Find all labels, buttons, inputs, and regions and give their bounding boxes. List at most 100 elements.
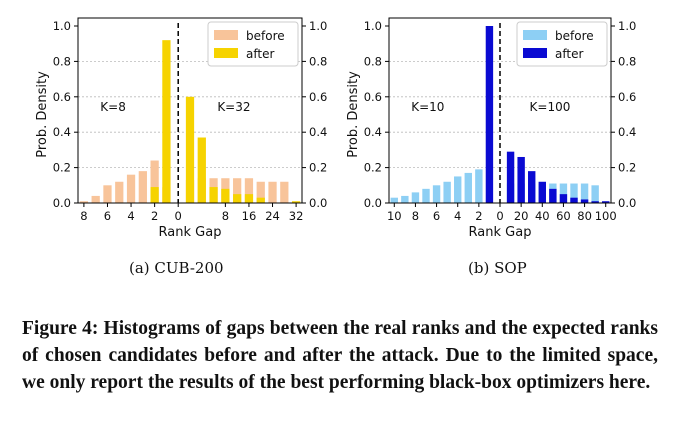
bar-after	[150, 187, 159, 203]
ytick-label-left: 0.4	[53, 125, 71, 139]
bar-before	[454, 176, 462, 203]
y-axis-label: Prob. Density	[35, 71, 50, 158]
bar-after	[291, 201, 301, 203]
ytick-label-right: 0.6	[618, 90, 636, 104]
bar-after	[528, 171, 536, 203]
bar-before	[432, 185, 441, 203]
bar-after	[221, 188, 230, 203]
plot-frame	[77, 17, 303, 204]
chart-cub200: 0.0 0.0 0.2 0.2 0.4 0.4 0.6 0.6 0.8 0.8 1.0 1.0 8 6 4 2…	[35, 17, 327, 240]
xtick-label: 4	[454, 209, 461, 223]
bar-before	[401, 195, 409, 203]
ytick-label-left: 0.6	[53, 90, 71, 104]
bar-before	[126, 174, 136, 203]
legend-label-before: before	[246, 29, 285, 43]
xtick-label: 20	[514, 209, 529, 223]
chart-sop: 0.0 0.00.2 0.20.4 0.40.6 0.60.8 0.81.0 1.010 8 6…	[346, 17, 636, 240]
ytick-label-left: 0.0	[53, 196, 71, 210]
annotation-right: K=32	[217, 100, 250, 114]
ytick-label-right: 0.8	[618, 54, 636, 68]
bar-before	[411, 192, 420, 203]
ytick-label-right: 0.2	[309, 161, 327, 175]
bar-before	[103, 185, 112, 203]
bar-after	[506, 151, 515, 203]
xtick-label: 8	[412, 209, 419, 223]
ytick-label-right: 0.2	[618, 161, 636, 175]
xtick-label: 0	[496, 209, 503, 223]
ytick-label-right: 0.4	[309, 125, 327, 139]
xtick-label: 8	[222, 209, 229, 223]
annotation-left: K=8	[100, 100, 126, 114]
bar-before	[268, 181, 277, 203]
bar-after	[233, 194, 242, 203]
ytick-label-left: 1.0	[53, 19, 71, 33]
bar-after	[485, 26, 494, 203]
xtick-label: 8	[80, 209, 87, 223]
legend-label-before: before	[555, 29, 594, 43]
ytick-label-left: 0.4	[364, 125, 382, 139]
x-axis-label: Rank Gap	[159, 225, 222, 240]
xtick-label: 32	[289, 209, 304, 223]
xtick-label: 40	[535, 209, 550, 223]
bar-before	[422, 188, 430, 203]
xtick-label: 60	[556, 209, 571, 223]
legend-swatch-before	[214, 30, 238, 40]
ytick-label-right: 1.0	[618, 19, 636, 33]
bar-after	[570, 197, 578, 203]
bar-after	[185, 96, 195, 203]
bar-after	[517, 156, 525, 203]
bar-before	[475, 169, 483, 203]
legend-swatch-after	[523, 48, 547, 58]
xtick-label: 0	[175, 209, 182, 223]
legend-swatch-before	[523, 30, 547, 40]
bar-before	[559, 183, 568, 203]
xtick-label: 10	[387, 209, 402, 223]
bar-before	[591, 185, 599, 203]
ytick-label-right: 1.0	[309, 19, 327, 33]
bar-after	[256, 197, 265, 203]
legend-label-after: after	[555, 47, 583, 61]
bar-after	[559, 194, 568, 203]
y-axis-label: Prob. Density	[346, 71, 361, 158]
ytick-label-left: 0.2	[364, 161, 382, 175]
ytick-label-left: 0.0	[364, 196, 382, 210]
bar-after	[602, 201, 610, 203]
bar-before	[256, 181, 265, 203]
xtick-label: 24	[265, 209, 280, 223]
bar-before	[115, 181, 124, 203]
xtick-label: 4	[127, 209, 134, 223]
ytick-label-right: 0.8	[309, 54, 327, 68]
bar-after	[197, 137, 206, 203]
bar-after	[162, 40, 171, 203]
bar-before	[443, 181, 451, 203]
bar-after	[580, 199, 589, 203]
bar-before	[390, 197, 398, 203]
ytick-label-left: 0.8	[53, 54, 71, 68]
bar-after	[591, 201, 599, 203]
xtick-label: 16	[242, 209, 257, 223]
bar-after	[549, 188, 557, 203]
xtick-label: 6	[104, 209, 111, 223]
legend-label-after: after	[246, 47, 274, 61]
bar-before	[91, 195, 100, 203]
xtick-label: 2	[475, 209, 482, 223]
ytick-label-right: 0.6	[309, 90, 327, 104]
ytick-label-left: 1.0	[364, 19, 382, 33]
bar-after	[244, 194, 254, 203]
ytick-label-left: 0.2	[53, 161, 71, 175]
bar-before	[233, 178, 242, 203]
ytick-label-right: 0.0	[618, 196, 636, 210]
ytick-label-right: 0.0	[309, 196, 327, 210]
annotation-right: K=100	[530, 100, 571, 114]
subtitle-b: (b) SOP	[468, 259, 527, 277]
bar-before	[570, 183, 578, 203]
bar-before	[244, 178, 254, 203]
subtitle-a: (a) CUB-200	[129, 259, 224, 277]
bar-after	[209, 187, 218, 203]
xtick-label: 100	[595, 209, 617, 223]
bar-before	[138, 171, 147, 203]
bar-after	[538, 181, 546, 203]
annotation-left: K=10	[411, 100, 444, 114]
xtick-label: 6	[433, 209, 440, 223]
